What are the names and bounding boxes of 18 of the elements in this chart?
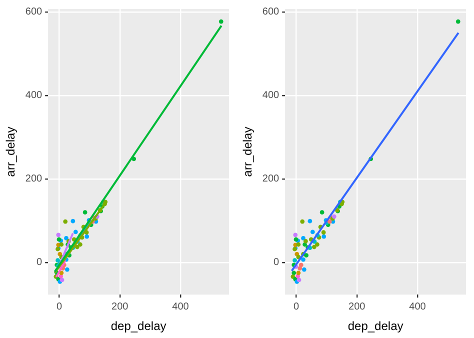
x-tick-label: 400 — [409, 301, 426, 312]
x-tick-label: 0 — [56, 301, 63, 312]
y-tick-label: 200 — [262, 174, 280, 185]
x-axis-title: dep_delay — [110, 319, 166, 334]
y-tick-label: 0 — [36, 257, 43, 268]
y-tick-label: 600 — [25, 6, 43, 18]
x-axis-title: dep_delay — [348, 319, 404, 334]
y-tick-label: 0 — [274, 257, 280, 268]
x-tick-label: 200 — [112, 301, 129, 312]
y-axis-title: arr_delay — [240, 126, 255, 177]
y-tick-label: 600 — [262, 6, 280, 18]
y-tick-label: 200 — [25, 174, 43, 185]
x-tick-label: 400 — [172, 301, 190, 312]
y-tick-label: 400 — [25, 90, 43, 102]
y-axis-title: arr_delay — [4, 126, 18, 177]
y-tick-label: 400 — [262, 90, 280, 102]
x-tick-label: 200 — [348, 301, 366, 312]
x-tick-label: 0 — [294, 301, 300, 312]
